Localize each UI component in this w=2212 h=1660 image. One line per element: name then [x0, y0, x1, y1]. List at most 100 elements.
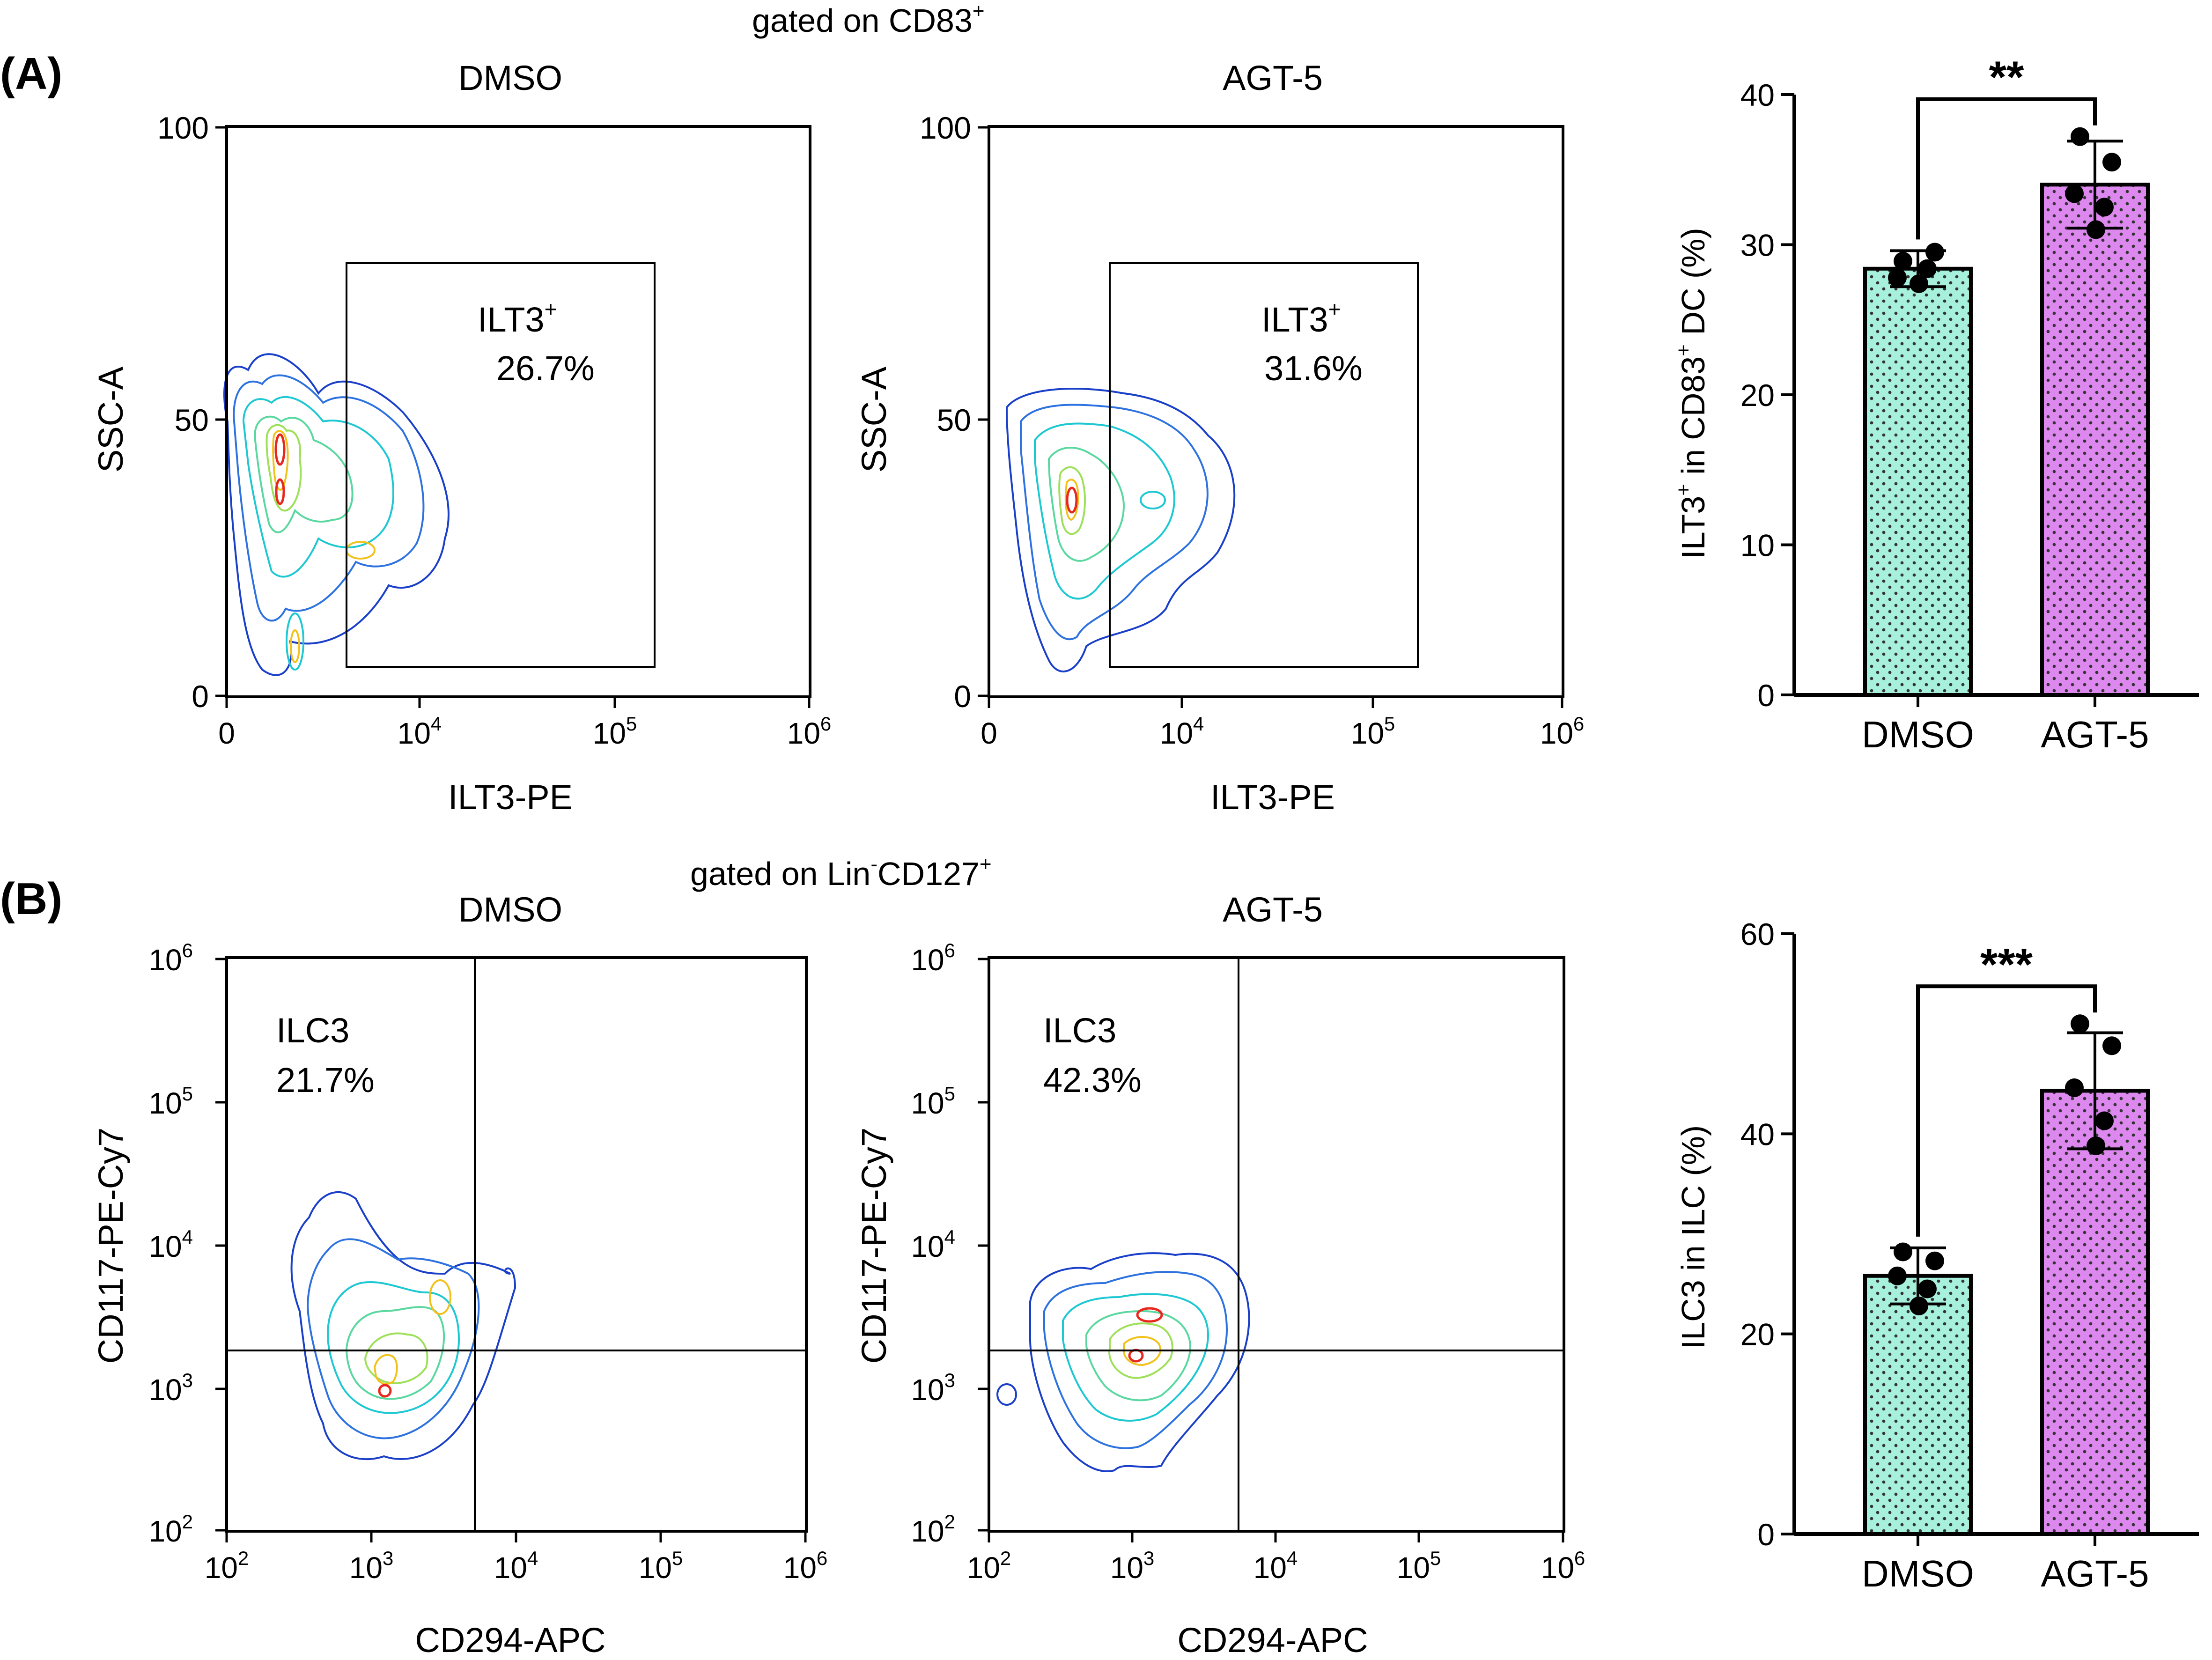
y-tick-label: 106 — [148, 939, 193, 977]
gate-label: ILC3 — [1043, 1011, 1116, 1050]
y-tick-label: 60 — [1740, 917, 1775, 952]
y-tick-label: 105 — [911, 1083, 955, 1120]
x-tick-label: 104 — [1160, 713, 1204, 750]
y-tick-label: 102 — [148, 1511, 193, 1548]
bar-chart-ilt3: ILT3+ in CD83+ DC (%) 0 10 20 30 40 DMSO AGT-5… — [1672, 52, 2199, 755]
x-category-label: AGT-5 — [2041, 1553, 2149, 1594]
y-tick-label: 104 — [911, 1226, 955, 1263]
y-tick-label: 102 — [911, 1511, 955, 1548]
x-axis-label: ILT3-PE — [448, 778, 573, 817]
x-tick-label: 105 — [1397, 1547, 1441, 1585]
x-tick-label: 106 — [1540, 713, 1585, 750]
panel-a-gate-title: gated on CD83+ — [752, 0, 985, 39]
data-point — [1918, 1279, 1937, 1298]
gate-percentage: 42.3% — [1043, 1061, 1142, 1099]
y-tick-label: 106 — [911, 939, 955, 977]
gate-percentage: 21.7% — [276, 1061, 375, 1099]
y-tick-label: 0 — [1757, 1517, 1775, 1552]
x-tick-label: 106 — [783, 1547, 828, 1585]
data-point — [2087, 1136, 2105, 1155]
y-tick-label: 0 — [954, 679, 971, 714]
data-point — [1925, 243, 1944, 262]
ilt3-gate — [346, 262, 656, 668]
data-point — [1910, 274, 1928, 293]
y-tick-label: 30 — [1740, 228, 1775, 263]
data-point — [1888, 268, 1907, 288]
bar-chart-ilc3: ILC3 in ILC (%) 0 20 40 60 DMSO AGT-5 *** — [1675, 917, 2199, 1594]
data-point — [2065, 184, 2084, 203]
data-point — [1918, 259, 1937, 278]
y-tick-label: 40 — [1740, 78, 1775, 112]
data-point — [1925, 1251, 1944, 1270]
x-axis-label: ILT3-PE — [1210, 778, 1335, 817]
y-tick-label: 0 — [1757, 678, 1775, 713]
contour-density — [290, 1191, 516, 1461]
x-category-label: DMSO — [1862, 714, 1974, 755]
flow-plot-title: AGT-5 — [1223, 59, 1323, 97]
y-axis-label: SSC-A — [91, 366, 130, 472]
gate-label: ILC3 — [276, 1011, 349, 1050]
y-tick-label: 50 — [937, 403, 971, 437]
data-point — [1894, 1242, 1912, 1262]
gate-percentage: 31.6% — [1264, 349, 1363, 388]
x-tick-label: 103 — [1110, 1547, 1155, 1585]
bar-y-axis-label: ILC3 in ILC (%) — [1675, 1125, 1711, 1349]
x-category-label: AGT-5 — [2041, 714, 2149, 755]
x-tick-label: 104 — [1253, 1547, 1298, 1585]
y-tick-label: 20 — [1740, 378, 1775, 413]
x-tick-label: 0 — [981, 716, 997, 750]
panel-a-label: (A) — [0, 49, 62, 99]
data-point — [1894, 251, 1912, 271]
x-category-label: DMSO — [1862, 1553, 1974, 1594]
flow-plot-title: DMSO — [458, 890, 562, 929]
data-point — [2102, 1036, 2121, 1055]
x-tick-label: 103 — [349, 1547, 394, 1585]
panel-b-gate-title: gated on Lin-CD127+ — [690, 853, 992, 892]
data-point — [2071, 1014, 2089, 1033]
bar-pattern-dmso — [1865, 1276, 1971, 1534]
x-tick-label: 102 — [205, 1547, 249, 1585]
data-point — [1888, 1266, 1907, 1285]
y-tick-label: 103 — [911, 1369, 955, 1407]
y-tick-label: 103 — [148, 1369, 193, 1407]
data-point — [2095, 1111, 2114, 1130]
bar-pattern-dmso — [1865, 268, 1971, 695]
x-tick-label: 105 — [1351, 713, 1395, 750]
x-tick-label: 106 — [787, 713, 832, 750]
x-tick-label: 104 — [494, 1547, 538, 1585]
x-tick-label: 0 — [218, 716, 235, 750]
y-tick-label: 100 — [157, 111, 209, 145]
bar-pattern-agt-5 — [2042, 1091, 2148, 1534]
data-point — [1910, 1296, 1928, 1315]
flow-plot-dmso-ilt3: DMSO ILT3+ 26.7% 100 50 0 0 104 105 — [91, 59, 831, 817]
gate-label: ILT3+ — [1261, 297, 1341, 339]
significance-stars: ** — [1989, 52, 2024, 103]
x-tick-label: 106 — [1541, 1547, 1585, 1585]
y-axis-label: CD117-PE-Cy7 — [91, 1128, 130, 1364]
plot-frame — [225, 125, 811, 698]
flow-plot-title: AGT-5 — [1223, 890, 1323, 929]
y-tick-label: 0 — [192, 679, 209, 714]
y-tick-label: 104 — [148, 1226, 193, 1263]
flow-plot-dmso-ilc3: DMSO ILC3 21.7% 106 105 104 103 102 1 — [91, 890, 827, 1660]
contour-density — [996, 1252, 1250, 1472]
x-tick-label: 102 — [967, 1547, 1011, 1585]
flow-plot-agt5-ilt3: AGT-5 ILT3+ 31.6% 100 50 0 0 104 105 106… — [855, 59, 1584, 817]
significance-bracket — [1916, 984, 2097, 1237]
y-tick-label: 100 — [920, 111, 971, 145]
y-tick-label: 40 — [1740, 1117, 1775, 1151]
panel-b-label: (B) — [0, 874, 62, 924]
x-axis-label: CD294-APC — [1177, 1621, 1368, 1660]
gate-percentage: 26.7% — [496, 349, 595, 388]
x-tick-label: 104 — [398, 713, 442, 750]
bar-y-axis-label: ILT3+ in CD83+ DC (%) — [1672, 228, 1711, 559]
flow-plot-agt5-ilc3: AGT-5 ILC3 42.3% 106 105 104 103 102 — [855, 890, 1585, 1660]
ilt3-gate — [1109, 262, 1419, 668]
contour-density — [223, 353, 450, 676]
x-tick-label: 105 — [639, 1547, 683, 1585]
x-axis-label: CD294-APC — [415, 1621, 605, 1660]
y-tick-label: 10 — [1740, 528, 1775, 563]
x-tick-label: 105 — [593, 713, 637, 750]
data-point — [2071, 127, 2089, 146]
